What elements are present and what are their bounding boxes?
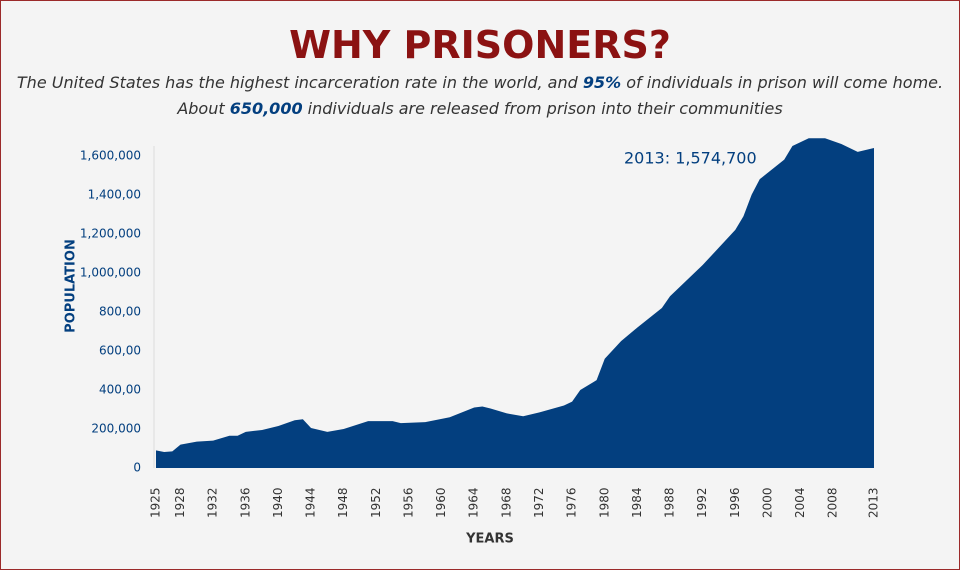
x-tick-label: 1964 xyxy=(467,487,481,518)
y-tick-label: 1,200,000 xyxy=(80,226,141,240)
y-tick-label: 1,400,00 xyxy=(88,187,141,201)
annotation: 2013: 1,574,700 xyxy=(624,149,757,168)
subtitle-text: The United States has the highest incarc… xyxy=(16,73,583,92)
x-tick-label: 1928 xyxy=(173,487,187,518)
y-tick-label: 200,000 xyxy=(91,421,141,435)
y-tick-label: 600,00 xyxy=(99,343,141,357)
x-tick-label: 1956 xyxy=(401,487,415,518)
x-tick-label: 1976 xyxy=(565,487,579,518)
x-tick-label: 1944 xyxy=(304,487,318,518)
chart-title: WHY PRISONERS? xyxy=(289,23,671,67)
x-tick-label: 2000 xyxy=(760,487,774,518)
x-tick-label: 1996 xyxy=(728,487,742,518)
x-tick-label: 1948 xyxy=(336,487,350,518)
x-tick-label: 1940 xyxy=(271,487,285,518)
subtitle-text: About xyxy=(177,99,230,118)
area xyxy=(156,138,874,468)
subtitle-text: individuals are released from prison int… xyxy=(302,99,783,118)
x-axis-label: YEARS xyxy=(465,532,514,547)
x-tick-label: 1972 xyxy=(532,487,546,518)
subtitle-highlight: 650,000 xyxy=(229,99,303,118)
x-tick-label: 1952 xyxy=(369,487,383,518)
x-tick-label: 2004 xyxy=(793,487,807,518)
x-tick-label: 1984 xyxy=(630,487,644,518)
x-tick-label: 1932 xyxy=(206,487,220,518)
x-tick-label: 1968 xyxy=(499,487,513,518)
subtitle-text: of individuals in prison will come home. xyxy=(621,73,944,92)
x-tick-label: 2013 xyxy=(867,487,881,518)
subtitle-line: About 650,000 individuals are released f… xyxy=(1,99,959,118)
x-tick-label: 1936 xyxy=(238,487,252,518)
x-tick-label: 2008 xyxy=(826,487,840,518)
y-tick-label: 1,600,000 xyxy=(80,148,141,162)
y-tick-label: 400,00 xyxy=(99,382,141,396)
y-tick-label: 0 xyxy=(133,461,141,475)
y-axis-label: POPULATION xyxy=(64,239,79,333)
x-tick-label: 1960 xyxy=(434,487,448,518)
y-tick-label: 1,000,000 xyxy=(80,265,141,279)
subtitle-line: The United States has the highest incarc… xyxy=(1,73,959,92)
x-tick-label: 1980 xyxy=(597,487,611,518)
x-tick-label: 1992 xyxy=(695,487,709,518)
x-tick-label: 1988 xyxy=(663,487,677,518)
x-tick-label: 1925 xyxy=(149,487,163,518)
subtitle-highlight: 95% xyxy=(582,73,622,92)
y-tick-label: 800,00 xyxy=(99,304,141,318)
